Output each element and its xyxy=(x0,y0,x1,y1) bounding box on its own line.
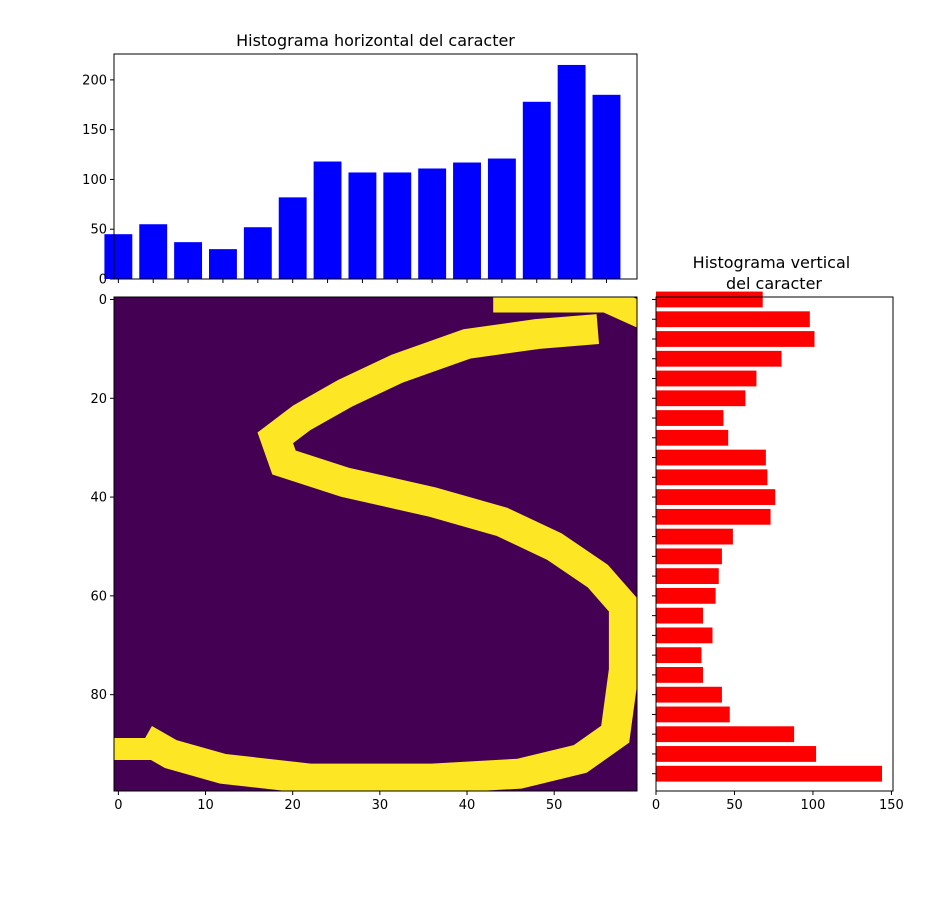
y-tick-label: 20 xyxy=(90,392,107,407)
vertical-histogram-bar xyxy=(656,766,882,782)
horizontal-histogram-bar xyxy=(314,162,342,279)
y-tick-label: 150 xyxy=(82,123,107,138)
y-tick-label: 0 xyxy=(99,293,107,308)
x-tick-label: 20 xyxy=(284,798,301,813)
horizontal-histogram-bar xyxy=(593,95,621,279)
vertical-histogram-bar xyxy=(656,351,782,367)
horizontal-histogram-bar xyxy=(383,172,411,279)
vertical-histogram-title-line-1: Histograma vertical xyxy=(693,253,851,272)
horizontal-histogram-bar xyxy=(348,172,376,279)
horizontal-histogram-bar xyxy=(488,159,516,279)
y-tick-label: 100 xyxy=(82,173,107,188)
vertical-histogram-bar xyxy=(656,450,766,466)
vertical-histogram-bar xyxy=(656,371,756,387)
x-tick-label: 40 xyxy=(459,798,476,813)
vertical-histogram-bar xyxy=(656,588,716,604)
x-tick-label: 150 xyxy=(879,798,904,813)
horizontal-histogram-bar xyxy=(453,163,481,279)
y-tick-label: 40 xyxy=(90,491,107,506)
vertical-histogram-bar xyxy=(656,509,771,525)
y-tick-label: 80 xyxy=(90,688,107,703)
vertical-histogram-bar xyxy=(656,529,733,545)
horizontal-histogram-bar xyxy=(174,242,202,279)
vertical-histogram-bar xyxy=(656,331,815,347)
vertical-histogram-bar xyxy=(656,746,816,762)
x-tick-label: 50 xyxy=(726,798,743,813)
horizontal-histogram-bar xyxy=(139,224,167,279)
vertical-histogram-bar xyxy=(656,311,810,327)
horizontal-histogram-bar xyxy=(523,102,551,279)
vertical-histogram-bar xyxy=(656,469,767,485)
horizontal-histogram-bar xyxy=(209,249,237,279)
y-tick-label: 0 xyxy=(99,273,107,288)
vertical-histogram-bar xyxy=(656,647,702,663)
vertical-histogram-title-line-2: del caracter xyxy=(726,274,822,293)
horizontal-histogram-bar xyxy=(104,234,132,279)
vertical-histogram-bar xyxy=(656,608,703,624)
vertical-histogram-bar xyxy=(656,489,775,505)
vertical-histogram-bar xyxy=(656,667,703,683)
vertical-histogram-bar xyxy=(656,687,722,703)
vertical-histogram-bar xyxy=(656,548,722,564)
vertical-histogram-bar xyxy=(656,390,745,406)
horizontal-histogram-bar xyxy=(558,65,586,279)
x-tick-label: 0 xyxy=(652,798,660,813)
character-image: 0 10 20 30 40 50 0 20 40 60 80 xyxy=(90,293,650,813)
x-tick-label: 0 xyxy=(114,798,122,813)
vertical-histogram-bar xyxy=(656,430,728,446)
vertical-histogram-bar xyxy=(656,726,794,742)
vertical-histogram-bar xyxy=(656,292,763,308)
vertical-histogram-bar xyxy=(656,568,719,584)
x-tick-label: 10 xyxy=(197,798,214,813)
vertical-histogram-bar xyxy=(656,707,730,723)
x-tick-label: 30 xyxy=(372,798,389,813)
vertical-histogram-bar xyxy=(656,410,723,426)
y-tick-label: 60 xyxy=(90,589,107,604)
y-tick-label: 200 xyxy=(82,73,107,88)
horizontal-histogram-bar xyxy=(244,227,272,279)
horizontal-histogram-bar xyxy=(418,168,446,279)
horizontal-histogram-title: Histograma horizontal del caracter xyxy=(236,31,515,50)
horizontal-histogram-bar xyxy=(279,197,307,279)
x-tick-label: 50 xyxy=(546,798,563,813)
y-tick-label: 50 xyxy=(90,223,107,238)
vertical-histogram-bar xyxy=(656,627,713,643)
x-tick-label: 100 xyxy=(801,798,826,813)
